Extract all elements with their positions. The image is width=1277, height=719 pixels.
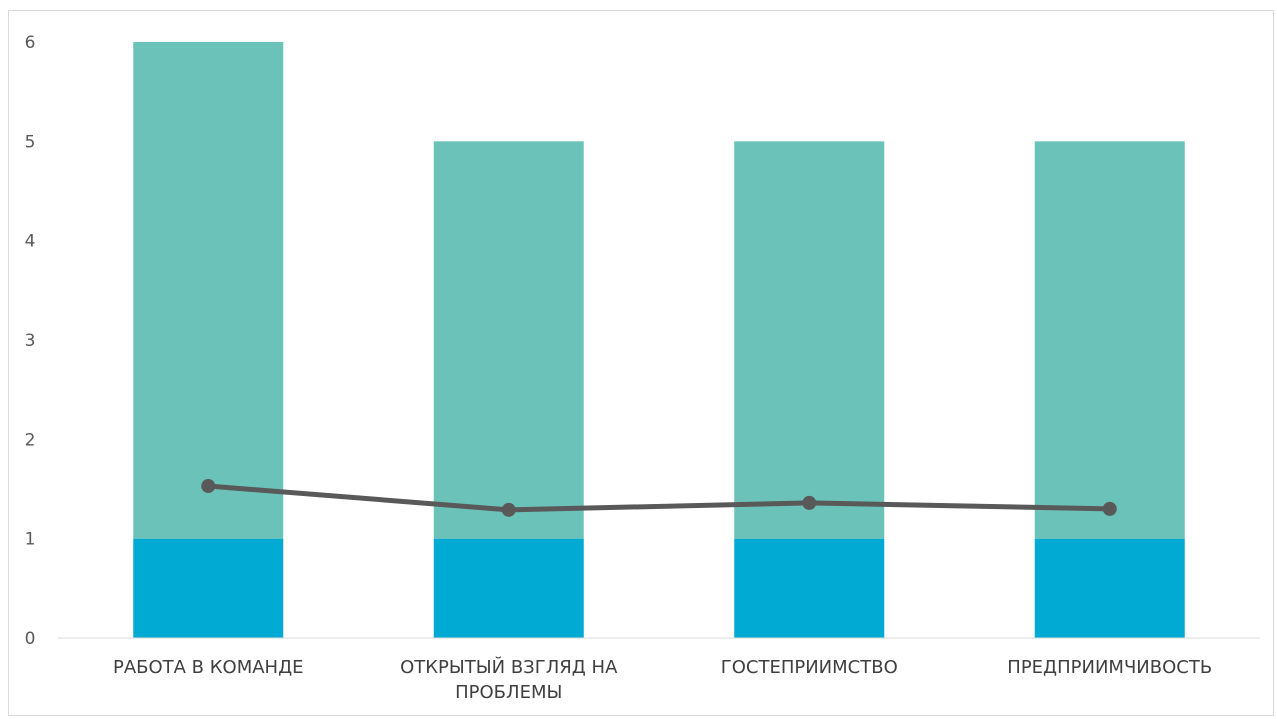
- bar-segment-1: [433, 538, 584, 638]
- y-tick-label: 0: [25, 629, 36, 649]
- y-tick-label: 2: [25, 430, 36, 450]
- y-tick-label: 4: [25, 232, 36, 252]
- y-tick-label: 1: [25, 530, 36, 550]
- bar-segment-1: [1034, 538, 1185, 638]
- bar-segment-2: [734, 141, 885, 539]
- x-category-label: ПРЕДПРИИМЧИВОСТЬ: [1007, 657, 1212, 678]
- bar-segment-1: [734, 538, 885, 638]
- line-point: [501, 502, 516, 517]
- line-point: [1102, 501, 1117, 516]
- line-point: [802, 495, 817, 510]
- x-category-label: ГОСТЕПРИИМСТВО: [721, 657, 898, 678]
- y-tick-label: 3: [25, 331, 36, 351]
- bar-segment-2: [1034, 141, 1185, 539]
- x-category-label: РАБОТА В КОМАНДЕ: [113, 657, 304, 678]
- x-category-label: ОТКРЫТЫЙ ВЗГЛЯД НА ПРОБЛЕМЫ: [400, 656, 618, 703]
- bar-segment-2: [133, 42, 284, 539]
- y-tick-label: 5: [25, 132, 36, 152]
- bar-segment-2: [433, 141, 584, 539]
- bar-segment-1: [133, 538, 284, 638]
- y-tick-label: 6: [25, 33, 36, 53]
- line-point: [201, 479, 216, 494]
- line-series: [208, 483, 1110, 513]
